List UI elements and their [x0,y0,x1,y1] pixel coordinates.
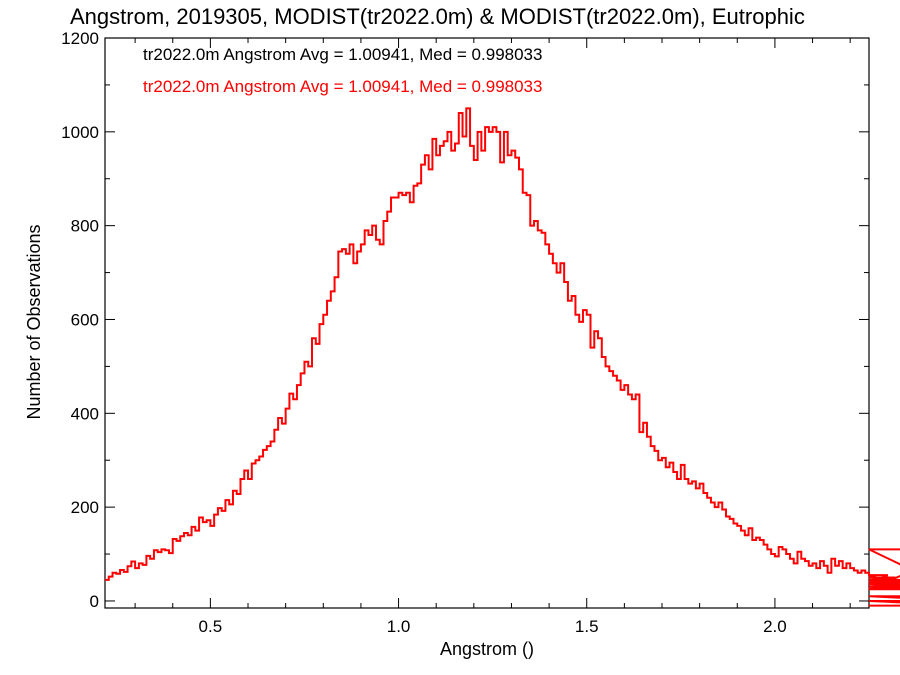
x-axis-ticks: 0.5 1.0 1.5 2.0 [134,38,851,636]
x-tick-label: 1.5 [575,617,599,636]
series-histogram-line [105,107,900,607]
y-tick-label: 1000 [61,123,99,142]
plot-frame [104,37,870,609]
y-axis-label: Number of Observations [24,224,44,419]
chart-title: Angstrom, 2019305, MODIST(tr2022.0m) & M… [70,4,805,29]
y-tick-label: 1200 [61,29,99,48]
y-tick-label: 400 [71,404,99,423]
y-tick-label: 600 [71,310,99,329]
y-tick-label: 200 [71,498,99,517]
y-tick-label: 0 [90,592,99,611]
x-tick-label: 1.0 [387,617,411,636]
x-tick-label: 0.5 [199,617,223,636]
y-axis-ticks: 0 200 400 600 800 1000 1200 [61,29,869,611]
annotation-black: tr2022.0m Angstrom Avg = 1.00941, Med = … [143,45,542,64]
annotation-red: tr2022.0m Angstrom Avg = 1.00941, Med = … [143,77,542,96]
y-tick-label: 800 [71,217,99,236]
x-tick-label: 2.0 [763,617,787,636]
x-axis-label: Angstrom () [440,639,534,659]
